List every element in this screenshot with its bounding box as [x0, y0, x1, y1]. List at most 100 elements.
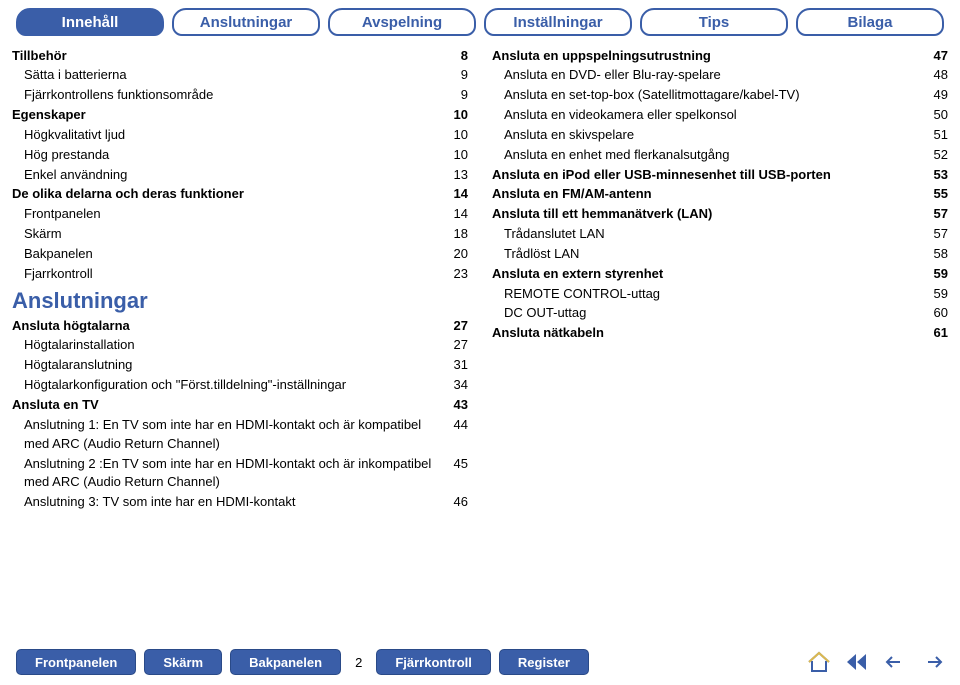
- toc-label: Enkel användning: [12, 166, 440, 185]
- toc-entry[interactable]: Egenskaper10: [12, 106, 468, 126]
- bottom-btn-skärm[interactable]: Skärm: [144, 649, 222, 675]
- toc-entry[interactable]: REMOTE CONTROL-uttag59: [492, 284, 948, 304]
- toc-page: 47: [920, 47, 948, 66]
- toc-page: 52: [920, 146, 948, 165]
- toc-entry[interactable]: Fjärrkontrollens funktionsområde9: [12, 86, 468, 106]
- bottom-buttons-left: Frontpanelen Skärm Bakpanelen: [16, 649, 341, 675]
- toc-page: 61: [920, 324, 948, 343]
- toc-entry[interactable]: Skärm18: [12, 225, 468, 245]
- toc-label: Ansluta en extern styrenhet: [492, 265, 920, 284]
- toc-label: Tillbehör: [12, 47, 440, 66]
- toc-entry[interactable]: Ansluta nätkabeln61: [492, 324, 948, 344]
- toc-label: Sätta i batterierna: [12, 66, 440, 85]
- toc-page: 10: [440, 146, 468, 165]
- page-number: 2: [349, 655, 368, 670]
- tab-anslutningar[interactable]: Anslutningar: [172, 8, 320, 36]
- toc-page: 20: [440, 245, 468, 264]
- back-double-icon[interactable]: [842, 649, 872, 675]
- section-title: Anslutningar: [12, 288, 468, 314]
- home-icon[interactable]: [804, 649, 834, 675]
- bottom-buttons-right: Fjärrkontroll Register: [376, 649, 589, 675]
- bottom-btn-bakpanelen[interactable]: Bakpanelen: [230, 649, 341, 675]
- tab-tips[interactable]: Tips: [640, 8, 788, 36]
- tab-label: Bilaga: [847, 14, 892, 31]
- toc-label: Högkvalitativt ljud: [12, 126, 440, 145]
- toc-entry[interactable]: Högtalarinstallation27: [12, 336, 468, 356]
- toc-entry[interactable]: Sätta i batterierna9: [12, 66, 468, 86]
- toc-label: Högtalaranslutning: [12, 356, 440, 375]
- toc-entry[interactable]: Frontpanelen14: [12, 205, 468, 225]
- tab-avspelning[interactable]: Avspelning: [328, 8, 476, 36]
- toc-page: 59: [920, 265, 948, 284]
- prev-icon[interactable]: [880, 649, 910, 675]
- tab-label: Inställningar: [513, 14, 602, 31]
- toc-label: Anslutning 3: TV som inte har en HDMI-ko…: [12, 493, 440, 512]
- toc-entry[interactable]: Anslutning 3: TV som inte har en HDMI-ko…: [12, 493, 468, 513]
- tab-label: Avspelning: [362, 14, 442, 31]
- toc-entry[interactable]: Ansluta till ett hemmanätverk (LAN)57: [492, 205, 948, 225]
- toc-entry[interactable]: Tillbehör8: [12, 46, 468, 66]
- toc-label: Ansluta en FM/AM-antenn: [492, 185, 920, 204]
- bottom-btn-frontpanelen[interactable]: Frontpanelen: [16, 649, 136, 675]
- bottom-bar: Frontpanelen Skärm Bakpanelen 2 Fjärrkontr…: [12, 643, 948, 681]
- toc-entry[interactable]: De olika delarna och deras funktioner14: [12, 185, 468, 205]
- toc-entry[interactable]: Fjarrkontroll23: [12, 264, 468, 284]
- toc-page: 10: [440, 106, 468, 125]
- toc-label: REMOTE CONTROL-uttag: [492, 285, 920, 304]
- toc-entry[interactable]: Ansluta en set-top-box (Satellitmottagar…: [492, 86, 948, 106]
- tab-innehåll[interactable]: Innehåll: [16, 8, 164, 36]
- toc-entry[interactable]: Högtalarkonfiguration och "Först.tilldel…: [12, 376, 468, 396]
- toc-page: 50: [920, 106, 948, 125]
- toc-entry[interactable]: Hög prestanda10: [12, 145, 468, 165]
- toc-page: 34: [440, 376, 468, 395]
- toc-page: 57: [920, 225, 948, 244]
- bottom-btn-label: Frontpanelen: [35, 655, 117, 670]
- toc-entry[interactable]: DC OUT-uttag60: [492, 304, 948, 324]
- toc-page: 53: [920, 166, 948, 185]
- toc-label: Anslutning 1: En TV som inte har en HDMI…: [12, 416, 440, 454]
- toc-entry[interactable]: Enkel användning13: [12, 165, 468, 185]
- toc-entry[interactable]: Ansluta en enhet med flerkanalsutgång52: [492, 145, 948, 165]
- toc-page: 43: [440, 396, 468, 415]
- toc-label: Anslutning 2 :En TV som inte har en HDMI…: [12, 455, 440, 493]
- toc-entry[interactable]: Ansluta en TV43: [12, 396, 468, 416]
- next-icon[interactable]: [918, 649, 948, 675]
- bottom-btn-register[interactable]: Register: [499, 649, 589, 675]
- toc-page: 55: [920, 185, 948, 204]
- toc-entry[interactable]: Ansluta en skivspelare51: [492, 125, 948, 145]
- toc-page: 31: [440, 356, 468, 375]
- toc-label: Ansluta en DVD- eller Blu-ray-spelare: [492, 66, 920, 85]
- toc-entry[interactable]: Högkvalitativt ljud10: [12, 125, 468, 145]
- toc-left-column: Tillbehör8Sätta i batterierna9Fjärrkontr…: [12, 46, 468, 643]
- toc-entry[interactable]: Trådanslutet LAN57: [492, 225, 948, 245]
- toc-entry[interactable]: Trådlöst LAN58: [492, 244, 948, 264]
- toc-page: 59: [920, 285, 948, 304]
- toc-page: 44: [440, 416, 468, 435]
- toc-page: 8: [440, 47, 468, 66]
- toc-page: 10: [440, 126, 468, 145]
- toc-page: 23: [440, 265, 468, 284]
- toc-entry[interactable]: Bakpanelen20: [12, 244, 468, 264]
- toc-label: Egenskaper: [12, 106, 440, 125]
- toc-label: Skärm: [12, 225, 440, 244]
- toc-page: 57: [920, 205, 948, 224]
- bottom-btn-label: Skärm: [163, 655, 203, 670]
- toc-label: Ansluta en enhet med flerkanalsutgång: [492, 146, 920, 165]
- toc-entry[interactable]: Anslutning 1: En TV som inte har en HDMI…: [12, 415, 468, 454]
- toc-entry[interactable]: Ansluta en FM/AM-antenn55: [492, 185, 948, 205]
- toc-entry[interactable]: Ansluta en uppspelningsutrustning47: [492, 46, 948, 66]
- toc-label: Ansluta nätkabeln: [492, 324, 920, 343]
- toc-entry[interactable]: Högtalaranslutning31: [12, 356, 468, 376]
- toc-entry[interactable]: Ansluta en DVD- eller Blu-ray-spelare48: [492, 66, 948, 86]
- bottom-btn-fjärrkontroll[interactable]: Fjärrkontroll: [376, 649, 491, 675]
- tab-bilaga[interactable]: Bilaga: [796, 8, 944, 36]
- tab-inställningar[interactable]: Inställningar: [484, 8, 632, 36]
- toc-entry[interactable]: Anslutning 2 :En TV som inte har en HDMI…: [12, 454, 468, 493]
- toc-page: 49: [920, 86, 948, 105]
- toc-entry[interactable]: Ansluta en iPod eller USB-minnesenhet ti…: [492, 165, 948, 185]
- toc-label: Ansluta en TV: [12, 396, 440, 415]
- toc-entry[interactable]: Ansluta högtalarna27: [12, 316, 468, 336]
- toc-label: Fjärrkontrollens funktionsområde: [12, 86, 440, 105]
- toc-entry[interactable]: Ansluta en extern styrenhet59: [492, 264, 948, 284]
- toc-entry[interactable]: Ansluta en videokamera eller spelkonsol5…: [492, 106, 948, 126]
